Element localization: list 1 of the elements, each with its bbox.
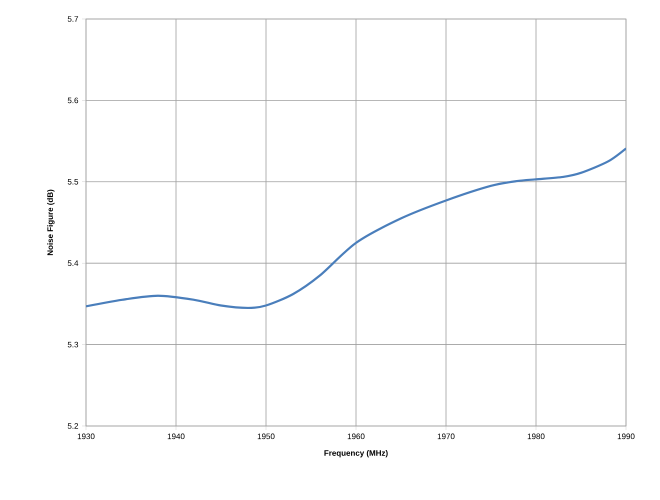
line-series [86, 147, 626, 310]
